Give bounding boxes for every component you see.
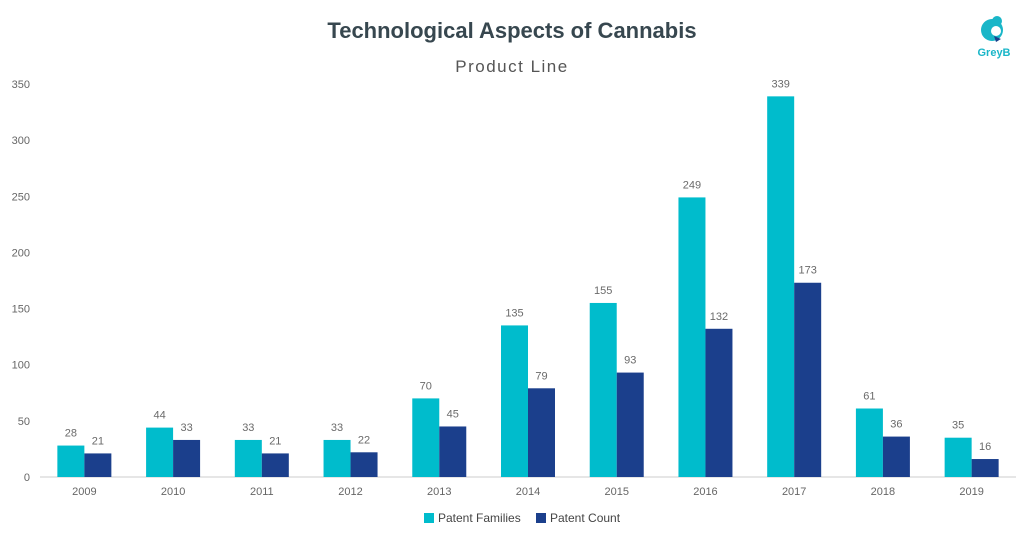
data-label: 249 [683,179,701,191]
x-tick-label: 2014 [516,486,540,498]
legend-label-patent-count: Patent Count [550,511,621,525]
x-axis: 2009 2010 2011 2012 2013 2014 2015 2016 2017 2018… [40,476,1016,498]
y-tick-label: 50 [18,416,30,428]
data-label: 61 [863,391,875,403]
bar-patent-families [944,437,972,477]
bar-patent-count [439,426,467,477]
bar-patent-families [589,302,617,477]
y-tick-label: 150 [12,304,30,316]
x-tick-label: 2019 [959,486,983,498]
data-label: 44 [153,410,165,422]
y-tick-label: 0 [24,472,30,484]
bars [57,96,999,477]
data-label: 45 [447,408,459,420]
data-label: 135 [505,307,523,319]
bar-patent-count [616,372,644,477]
bar-patent-count [350,452,378,477]
bar-patent-families [146,427,174,477]
x-tick-label: 2009 [72,486,96,498]
data-label: 93 [624,355,636,367]
data-label: 79 [535,370,547,382]
y-tick-label: 200 [12,247,30,259]
x-tick-label: 2011 [250,486,274,498]
legend: Patent Families Patent Count [424,511,621,525]
x-tick-label: 2012 [338,486,362,498]
x-tick-label: 2013 [427,486,451,498]
y-tick-label: 100 [12,360,30,372]
legend-label-patent-families: Patent Families [438,511,521,525]
data-label: 22 [358,434,370,446]
bar-patent-families [767,96,795,477]
data-label: 16 [979,441,991,453]
bar-patent-count [261,453,289,477]
x-tick-label: 2018 [871,486,895,498]
data-labels: 28 21 44 33 33 21 33 22 70 45 135 79 155 93 249 132 339 1… [65,78,992,453]
bar-patent-count [528,388,555,477]
chart-subtitle: Product Line [455,57,569,76]
x-tick-label: 2017 [782,486,806,498]
bar-patent-families [412,398,440,477]
data-label: 21 [269,435,281,447]
y-tick-label: 250 [12,191,30,203]
bar-patent-count [705,328,733,477]
y-axis: 0 50 100 150 200 250 300 350 [12,79,30,484]
bar-patent-families [57,445,85,477]
bar-patent-families [678,197,706,477]
y-tick-label: 350 [12,79,30,91]
bar-patent-count [882,436,910,477]
x-tick-label: 2010 [161,486,185,498]
data-label: 33 [242,422,254,434]
greyb-logo-icon [981,16,1003,42]
bar-patent-count [173,439,201,477]
data-label: 155 [594,285,612,297]
chart-title: Technological Aspects of Cannabis [327,18,697,43]
data-label: 35 [952,420,964,432]
x-tick-label: 2015 [604,486,628,498]
bar-patent-families [855,408,883,477]
data-label: 21 [92,435,104,447]
data-label: 28 [65,428,77,440]
bar-patent-count [971,459,999,477]
y-tick-label: 300 [12,135,30,147]
data-label: 339 [772,78,790,90]
bar-patent-families [234,439,262,477]
data-label: 173 [799,265,817,277]
data-label: 33 [180,422,192,434]
legend-swatch-patent-families [424,513,434,523]
data-label: 33 [331,422,343,434]
bar-patent-count [84,453,112,477]
bar-patent-families [501,325,528,477]
x-tick-label: 2016 [693,486,717,498]
bar-patent-families [323,439,351,477]
legend-swatch-patent-count [536,513,546,523]
data-label: 70 [420,380,432,392]
data-label: 36 [890,419,902,431]
bar-patent-count [794,282,822,477]
logo-text: GreyB [977,47,1011,59]
data-label: 132 [710,311,728,323]
